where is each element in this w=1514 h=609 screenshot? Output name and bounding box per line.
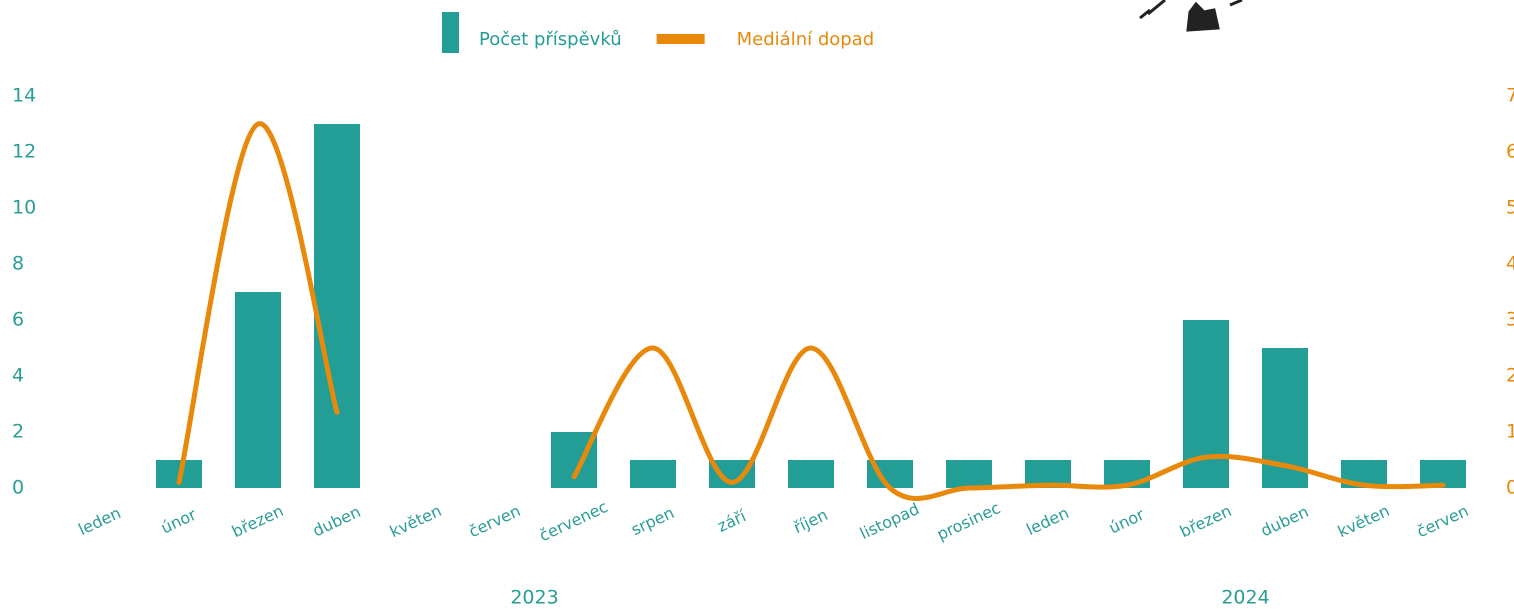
x-tick-label: leden bbox=[1023, 503, 1071, 539]
y-tick-label: 14 bbox=[12, 85, 36, 107]
x-tick-label: říjen bbox=[790, 505, 830, 537]
x-group-label: 2023 bbox=[510, 587, 558, 609]
legend-label: Počet příspěvků bbox=[479, 29, 622, 50]
legend-label: Mediální dopad bbox=[737, 29, 875, 50]
y2-tick-label: 0 bbox=[1506, 477, 1514, 499]
y-tick-label: 4 bbox=[12, 365, 24, 387]
y-tick-label: 6 bbox=[12, 309, 24, 331]
y2-tick-label: 4 bbox=[1506, 253, 1514, 275]
y-tick-label: 2 bbox=[12, 421, 24, 443]
x-tick-label: leden bbox=[75, 503, 123, 539]
x-tick-label: září bbox=[714, 506, 749, 536]
x-tick-label: březen bbox=[229, 501, 287, 541]
y-tick-label: 12 bbox=[12, 141, 36, 163]
y2-tick-label: 2 bbox=[1506, 365, 1514, 387]
y2-tick-label: 3 bbox=[1506, 309, 1514, 331]
y2-tick-label: 7 bbox=[1506, 85, 1514, 107]
y2-tick-label: 1 bbox=[1506, 421, 1514, 443]
x-tick-label: listopad bbox=[857, 499, 922, 543]
x-tick-label: červen bbox=[1414, 501, 1472, 541]
x-tick-label: březen bbox=[1177, 501, 1235, 541]
y2-tick-label: 6 bbox=[1506, 141, 1514, 163]
x-tick-label: květen bbox=[387, 501, 445, 541]
x-tick-label: únor bbox=[1106, 505, 1148, 538]
bar bbox=[788, 460, 834, 488]
bar bbox=[946, 460, 992, 488]
bar bbox=[235, 292, 281, 488]
x-tick-label: únor bbox=[158, 505, 200, 538]
legend-swatch bbox=[656, 34, 705, 44]
decoration bbox=[1139, 0, 1243, 32]
y-tick-label: 8 bbox=[12, 253, 24, 275]
x-tick-label: prosinec bbox=[934, 498, 1003, 544]
legend-swatch bbox=[442, 12, 459, 53]
y2-tick-label: 5 bbox=[1506, 197, 1514, 219]
x-tick-label: srpen bbox=[628, 503, 677, 539]
x-tick-label: červenec bbox=[536, 497, 610, 545]
x-tick-label: duben bbox=[1258, 502, 1312, 541]
bar bbox=[630, 460, 676, 488]
x-tick-label: duben bbox=[310, 502, 364, 541]
x-tick-label: červen bbox=[466, 501, 524, 541]
x-group-label: 2024 bbox=[1221, 587, 1269, 609]
line bbox=[176, 121, 1446, 501]
bar bbox=[314, 124, 360, 488]
y-tick-label: 0 bbox=[12, 477, 24, 499]
y-tick-label: 10 bbox=[12, 197, 36, 219]
x-tick-label: květen bbox=[1335, 501, 1393, 541]
